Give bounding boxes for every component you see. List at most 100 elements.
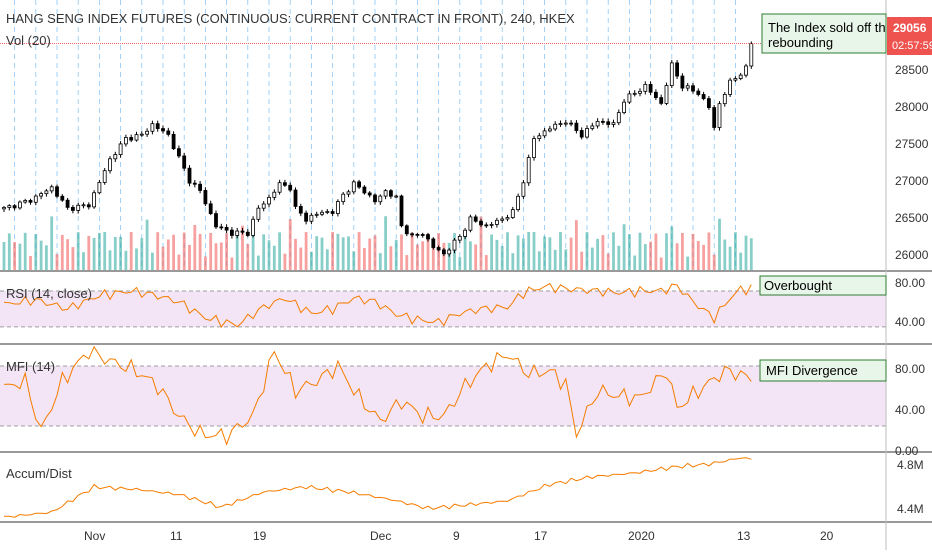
candle-body [44,190,49,195]
volume-bar [278,232,281,270]
volume-bar [188,244,191,270]
volume-bar [596,238,599,270]
volume-bar [193,224,197,270]
candle-body [256,207,261,220]
candle-body [696,90,701,95]
volume-bar [749,238,753,270]
candle-body [71,206,75,211]
volume-bar [580,251,584,270]
price-callout[interactable]: The Index sold off th rebounding [761,13,887,54]
volume-bar [288,219,292,270]
volume-bar [71,247,75,270]
candle-body [691,85,695,92]
volume-bar [691,233,695,270]
rsi-band [0,290,886,327]
volume-bar [103,232,107,270]
volume-bar [241,225,244,270]
candle-body [351,181,356,193]
candle-body [182,155,187,169]
volume-bar [251,232,255,270]
candle-body [293,189,298,207]
time-label: 20 [820,529,834,543]
price-tick: 28000 [895,100,929,114]
volume-bar [172,234,175,270]
candle-body [124,137,128,145]
candle-body [378,195,383,203]
candle-body [606,121,611,125]
candle-body [505,217,510,220]
volume-bar [606,253,610,270]
candle-body [192,182,197,185]
volume-bar [739,252,743,270]
volume-bar [469,241,472,270]
time-label: 9 [453,529,460,543]
candle-body [452,239,457,251]
volume-bar [214,243,218,270]
candle-body [415,233,420,236]
price-tick: 26000 [895,248,929,262]
candle-body [272,191,277,198]
candle-body [548,128,552,132]
bar-countdown: 02:57:59 [892,40,932,52]
volume-bar [161,246,165,270]
price-axis[interactable]: 28500 28000 27500 27000 26500 26000 [895,63,929,262]
candle-body [346,191,351,195]
volume-bar [612,232,615,270]
candle-body [129,137,134,141]
candle-body [569,122,573,125]
volume-bar [66,239,69,270]
volume-bar [654,233,658,270]
candle-body [373,194,377,203]
candles[interactable] [2,41,754,257]
volume-bar [341,237,345,270]
candle-body [712,107,717,128]
volume-bar [166,239,170,270]
candle-body [341,193,346,202]
candle-body [489,224,494,226]
volume-bar [225,233,228,270]
candle-body [510,209,515,218]
volume-bar [638,232,642,270]
price-tick: 27500 [895,137,929,151]
volume-bar [352,251,356,270]
volume-bar [304,232,308,270]
rsi-callout[interactable]: Overbought [759,275,887,296]
candle-body [654,91,658,98]
volume-bar [145,219,149,270]
candle-body [214,213,218,228]
volume-bar [124,250,128,270]
candle-body [330,211,335,214]
volume-bar [50,216,54,270]
candle-body [155,123,160,129]
time-axis[interactable]: Nov 11 19 Dec 9 17 2020 13 20 [84,529,834,543]
candle-body [367,192,372,196]
rsi-axis[interactable]: 80.00 40.00 [895,276,925,329]
volume-bar [87,235,91,270]
volume-bar [235,233,239,270]
candle-body [267,196,271,205]
volume-bar [707,232,711,270]
candle-body [97,182,102,194]
candle-body [441,249,446,255]
adl-axis[interactable]: 4.8M 4.4M [897,458,924,516]
candle-body [224,226,229,231]
volume-bar [39,240,43,270]
volume-bar [23,232,27,270]
price-tick: 28500 [895,63,929,77]
mfi-callout[interactable]: MFI Divergence [759,359,887,382]
candle-body [410,233,415,236]
adl-tick: 4.4M [897,502,924,516]
candle-body [208,203,213,215]
volume-bar [400,234,403,270]
volume-bar [325,249,329,270]
candle-body [325,211,330,213]
candle-body [39,193,43,197]
candle-body [7,205,12,208]
volume-bar [29,256,32,270]
mfi-axis[interactable]: 80.00 40.00 0.00 [895,362,925,458]
volume-bar [257,255,260,270]
volume-bar [559,232,562,270]
candle-body [309,214,314,222]
